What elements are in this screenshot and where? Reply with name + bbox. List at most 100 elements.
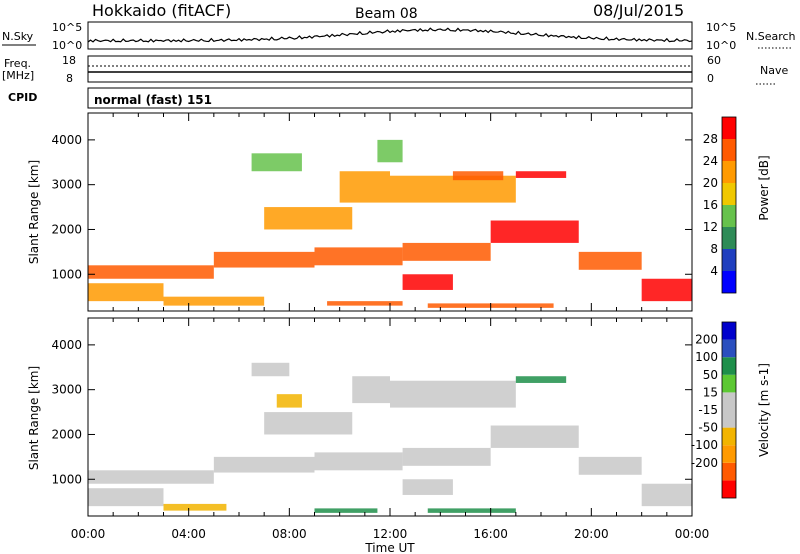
colorbar-segment [722,480,736,498]
freq-label: Freq. [4,57,31,70]
y-tick-label: 1000 [51,472,82,486]
data-band [402,274,453,290]
velocity-data [88,362,692,513]
colorbar-segment [722,445,736,463]
nave-tick-high: 60 [707,54,721,67]
data-band [264,412,353,435]
colorbar-tick-label: 16 [703,198,718,212]
colorbar-tick-label: -50 [698,421,718,435]
data-band [314,247,403,266]
station-title: Hokkaido (fitACF) [92,1,231,20]
nsky-line [87,27,693,43]
data-band [163,296,265,306]
colorbar-frame [721,116,737,294]
colorbar-tick-label: -200 [691,456,718,470]
x-axis-label: Time UT [364,541,415,554]
data-band [515,171,567,178]
colorbar-segment [722,271,736,293]
x-tick-label: 00:00 [675,527,710,541]
data-band [402,447,491,466]
data-band [213,456,315,473]
data-band [641,278,692,302]
colorbar-segment [722,374,736,393]
data-band [578,251,642,270]
cpid-panel: CPID normal (fast) 151 [8,87,693,109]
colorbar-segment [722,357,736,375]
velocity-ylabel: Slant Range [km] [27,366,41,470]
colorbar-tick-label: 15 [703,385,718,399]
velocity-axis: 1000 2000 3000 4000 [51,318,693,516]
colorbar-segment [722,117,736,139]
cpid-value: normal (fast) 151 [94,93,212,107]
power-data [88,139,692,308]
freq-tick-high: 18 [62,54,76,67]
data-band [88,470,214,484]
x-tick-label: 00:00 [71,527,106,541]
colorbar-segment [722,392,736,410]
data-band [251,153,302,172]
y-tick-label: 2000 [51,427,82,441]
colorbar-segment [722,227,736,249]
colorbar-tick-label: -15 [698,403,718,417]
nsearch-tick-high: 10^5 [706,21,736,34]
colorbar-frame [721,321,737,499]
velocity-cbar-label: Velocity [m s-1] [757,363,771,457]
colorbar-tick-label: 4 [710,264,718,278]
data-band [377,139,403,163]
data-band [515,376,567,383]
x-tick-label: 20:00 [574,527,609,541]
nsky-panel: N.Sky 10^5 10^0 10^5 10^0 N.Search [2,21,796,52]
colorbar-tick-label: 12 [703,220,718,234]
data-band [88,265,214,279]
power-panel: 1000 2000 3000 4000 Slant Range [km] 4 8 12 16… [27,112,771,312]
data-band [390,175,516,203]
data-band [213,251,315,268]
date-title: 08/Jul/2015 [593,1,684,20]
data-band [251,362,290,377]
colorbar-tick-label: -100 [691,438,718,452]
colorbar-tick-label: 28 [703,132,718,146]
power-cbar-label: Power [dB] [757,155,771,220]
colorbar-segment [722,322,736,340]
data-band [490,220,579,243]
colorbar-segment [722,139,736,161]
colorbar-segment [722,249,736,271]
data-band [452,171,504,181]
data-band [276,394,302,408]
y-tick-label: 3000 [51,178,82,192]
beam-title: Beam 08 [355,6,418,22]
colorbar-segment [722,183,736,205]
freq-panel: Freq. [MHz] 18 8 60 0 Nave [2,54,788,85]
x-tick-label: 16:00 [473,527,508,541]
colorbar-tick-label: 200 [695,333,718,347]
freq-unit: [MHz] [2,69,34,82]
data-band [88,488,164,507]
data-band [641,483,692,507]
nave-tick-low: 0 [707,72,714,85]
freq-tick-low: 8 [66,72,73,85]
data-band [264,207,353,230]
x-tick-label: 12:00 [373,527,408,541]
data-band [402,242,491,261]
colorbar-tick-label: 24 [703,154,718,168]
nsky-tick-low: 10^0 [52,39,82,52]
colorbar-tick-label: 50 [703,368,718,382]
y-tick-label: 1000 [51,267,82,281]
y-tick-label: 4000 [51,338,82,352]
data-band [490,425,579,448]
colorbar-segment [722,462,736,481]
data-band [163,503,227,511]
y-tick-label: 2000 [51,222,82,236]
power-colorbar: 4 8 12 16 20 24 28 [703,116,737,294]
colorbar-tick-label: 8 [710,242,718,256]
colorbar-segment [722,161,736,183]
colorbar-segment [722,205,736,227]
x-tick-label: 08:00 [272,527,307,541]
y-tick-label: 4000 [51,133,82,147]
power-ylabel: Slant Range [km] [27,160,41,264]
colorbar-segment [722,427,736,446]
data-band [314,508,378,513]
velocity-colorbar: 200 100 50 15 -15 -50 -100 -200 [691,321,737,499]
